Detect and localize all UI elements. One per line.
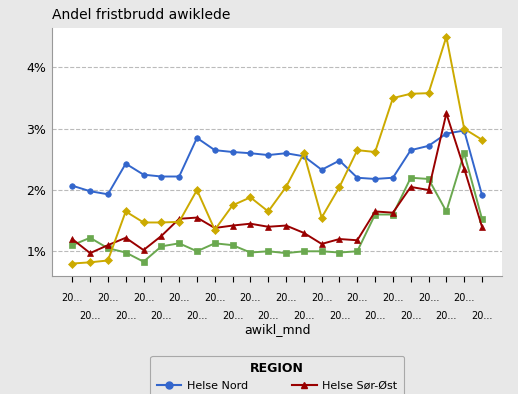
Text: 20...: 20...: [400, 310, 422, 321]
Text: 20...: 20...: [257, 310, 279, 321]
X-axis label: awikl_mnd: awikl_mnd: [244, 323, 310, 336]
Text: 20...: 20...: [204, 293, 225, 303]
Text: 20...: 20...: [79, 310, 101, 321]
Text: 20...: 20...: [453, 293, 475, 303]
Text: 20...: 20...: [222, 310, 243, 321]
Text: 20...: 20...: [382, 293, 404, 303]
Text: 20...: 20...: [240, 293, 261, 303]
Text: 20...: 20...: [329, 310, 350, 321]
Text: 20...: 20...: [115, 310, 136, 321]
Text: 20...: 20...: [364, 310, 386, 321]
Text: 20...: 20...: [168, 293, 190, 303]
Text: 20...: 20...: [293, 310, 314, 321]
Text: 20...: 20...: [133, 293, 154, 303]
Text: 20...: 20...: [436, 310, 457, 321]
Text: 20...: 20...: [276, 293, 297, 303]
Text: 20...: 20...: [418, 293, 439, 303]
Text: 20...: 20...: [471, 310, 493, 321]
Text: 20...: 20...: [186, 310, 208, 321]
Text: 20...: 20...: [311, 293, 333, 303]
Text: 20...: 20...: [97, 293, 119, 303]
Text: 20...: 20...: [62, 293, 83, 303]
Text: 20...: 20...: [151, 310, 172, 321]
Text: Andel fristbrudd awiklede: Andel fristbrudd awiklede: [52, 8, 230, 22]
Text: 20...: 20...: [347, 293, 368, 303]
Legend: Helse Nord, Helse Midt-Norge, Helse Sør-Øst, Helse Vest: Helse Nord, Helse Midt-Norge, Helse Sør-…: [150, 356, 404, 394]
